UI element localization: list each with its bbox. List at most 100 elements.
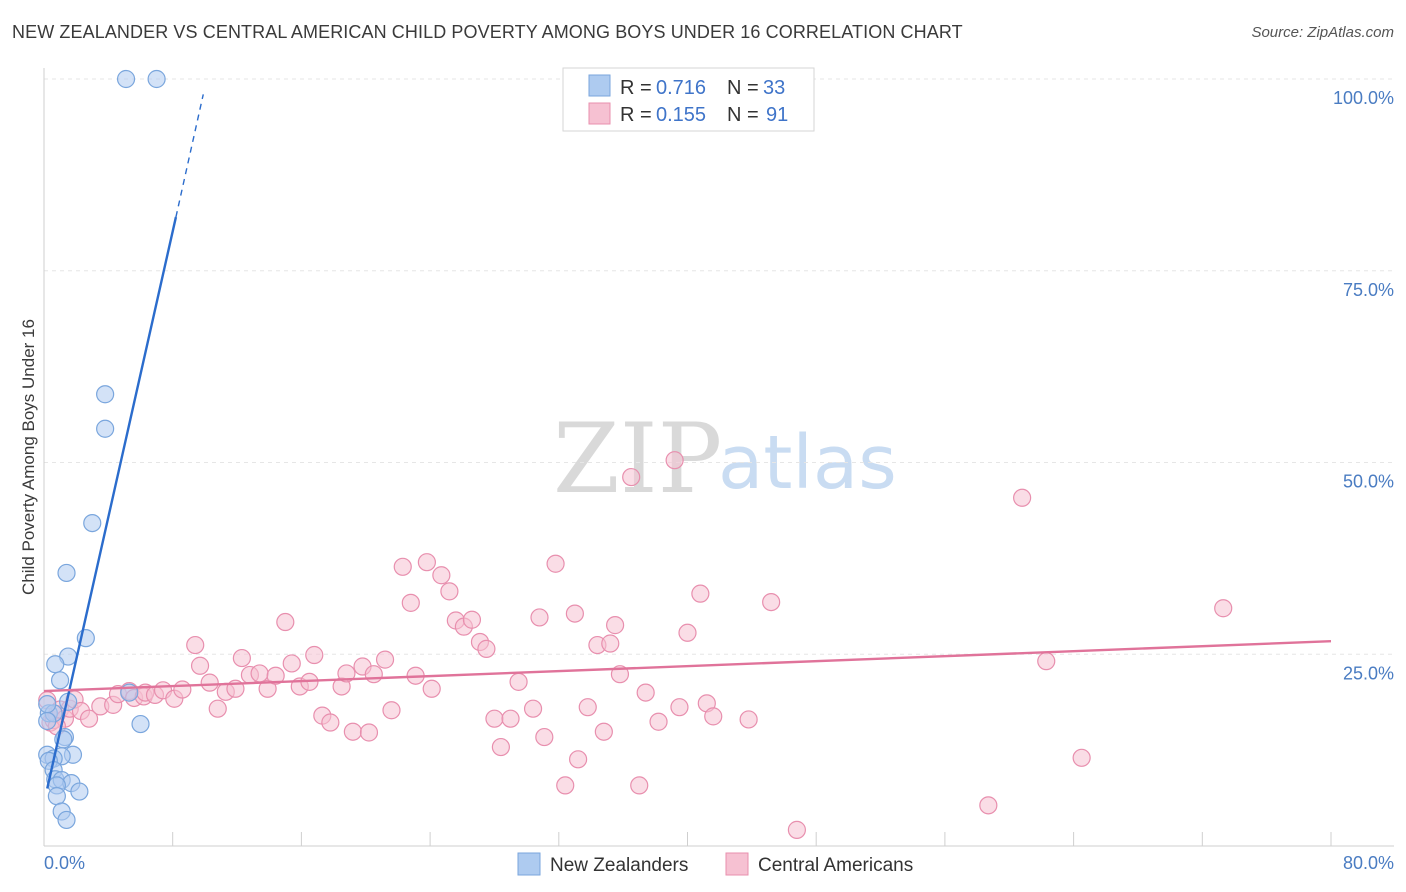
correlation-legend: R = 0.716 N = 33 R = 0.155 N = 91 (562, 67, 815, 132)
new-zealanders-point-9 (50, 671, 70, 690)
central-americans-point-30 (258, 679, 277, 698)
new-zealanders-point-15 (131, 714, 150, 734)
legend-r-value-1: 0.716 (656, 77, 706, 99)
central-americans-point-27 (232, 648, 251, 668)
new-zealanders-point-5 (57, 563, 76, 583)
y-tick-label-25: 25.0% (1343, 663, 1394, 683)
series-swatch-blue (517, 852, 541, 876)
central-americans-point-63 (523, 699, 543, 718)
central-americans-point-50 (417, 553, 436, 572)
central-americans-point-91 (1037, 652, 1056, 671)
central-americans-point-66 (546, 554, 565, 573)
central-americans-point-92 (1214, 599, 1233, 618)
central-americans-point-29 (250, 664, 269, 683)
central-americans-point-22 (190, 656, 210, 675)
legend-r-value-2: 0.155 (656, 104, 706, 126)
chart-title: NEW ZEALANDER VS CENTRAL AMERICAN CHILD … (12, 22, 963, 42)
central-americans-point-53 (440, 582, 459, 601)
central-americans-point-65 (535, 727, 554, 747)
central-americans-point-64 (530, 608, 549, 627)
y-tick-label-100: 100.0% (1333, 88, 1394, 108)
new-zealanders-point-4 (83, 513, 102, 533)
central-americans-point-31 (266, 666, 285, 685)
central-americans-trend-line (43, 640, 1332, 693)
legend-row-1: R = 0.716 N = 33 (620, 77, 785, 99)
central-americans-point-56 (462, 610, 482, 629)
x-tick-label-min: 0.0% (44, 853, 85, 873)
central-americans-point-40 (337, 664, 356, 683)
central-americans-point-44 (364, 665, 383, 684)
central-americans-point-62 (509, 672, 528, 691)
central-americans-point-86 (739, 710, 758, 729)
new-zealanders-point-2 (96, 385, 115, 404)
central-americans-point-67 (556, 776, 575, 795)
legend-r-label-1: R = (620, 77, 657, 99)
y-tick-label-50: 50.0% (1343, 472, 1394, 492)
source-label: Source: ZipAtlas.com (1251, 24, 1394, 41)
central-americans-point-85 (704, 707, 723, 726)
central-americans-point-72 (594, 722, 613, 741)
central-americans-point-89 (979, 796, 998, 815)
central-americans-point-33 (282, 654, 301, 673)
central-americans-point-69 (569, 750, 588, 769)
central-americans-point-9 (79, 709, 99, 728)
central-americans-point-73 (601, 634, 620, 653)
central-americans-point-52 (432, 566, 451, 585)
central-americans-point-24 (208, 699, 227, 718)
central-americans-point-36 (305, 645, 324, 665)
central-americans-point-79 (649, 712, 668, 731)
series-label-new-zealanders: New Zealanders (550, 855, 688, 876)
gridlines (44, 78, 1394, 655)
new-zealanders-point-31 (57, 810, 76, 830)
legend-r-label-2: R = (620, 104, 657, 126)
central-americans-point-93 (1072, 748, 1091, 767)
x-axis-ticks (43, 832, 1332, 846)
central-americans-point-38 (321, 713, 340, 732)
y-tick-labels: 100.0% 75.0% 50.0% 25.0% (1333, 88, 1394, 683)
legend-n-value-1: 33 (763, 77, 785, 99)
central-americans-point-76 (622, 467, 641, 487)
series-swatch-pink (725, 852, 749, 876)
central-americans-point-20 (173, 680, 192, 699)
central-americans-point-88 (787, 820, 806, 839)
central-americans-point-83 (691, 584, 710, 603)
central-americans-point-32 (276, 612, 295, 632)
central-americans-point-60 (491, 737, 510, 757)
central-americans-point-61 (501, 709, 520, 728)
central-americans-point-68 (565, 604, 584, 623)
central-americans-point-41 (343, 722, 362, 741)
central-americans-point-46 (382, 701, 401, 720)
legend-n-value-2: 91 (766, 104, 788, 126)
y-tick-label-75: 75.0% (1343, 280, 1394, 300)
central-americans-point-45 (375, 650, 395, 669)
legend-n-label-1: N = (727, 77, 764, 99)
legend-n-label-2: N = (727, 104, 764, 126)
series-label-central-americans: Central Americans (758, 855, 913, 876)
legend-swatch-blue (588, 74, 611, 97)
central-americans-point-77 (630, 776, 649, 795)
new-zealanders-point-3 (96, 419, 115, 438)
central-americans-point-81 (670, 698, 689, 717)
central-americans-point-51 (422, 679, 441, 698)
central-americans-point-90 (1013, 488, 1032, 507)
central-americans-point-82 (678, 623, 697, 642)
new-zealanders-point-8 (46, 655, 65, 674)
central-americans-point-70 (578, 698, 597, 717)
legend-swatch-pink (588, 102, 611, 125)
central-americans-point-47 (393, 557, 412, 576)
central-americans-point-59 (485, 709, 504, 728)
new-zealanders-trend-line (46, 216, 178, 789)
new-zealanders-point-32 (38, 695, 57, 714)
central-americans-points (38, 451, 1233, 839)
new-zealanders-point-27 (70, 782, 89, 801)
new-zealanders-point-14 (38, 711, 57, 731)
watermark-zip: ZIP (553, 403, 722, 515)
central-americans-point-48 (401, 593, 420, 612)
new-zealanders-point-0 (116, 69, 136, 89)
central-americans-point-21 (186, 635, 205, 655)
trend-lines (43, 94, 1332, 789)
series-legend: New Zealanders Central Americans (517, 852, 913, 876)
y-axis-label: Child Poverty Among Boys Under 16 (19, 319, 38, 595)
central-americans-point-78 (636, 683, 655, 702)
